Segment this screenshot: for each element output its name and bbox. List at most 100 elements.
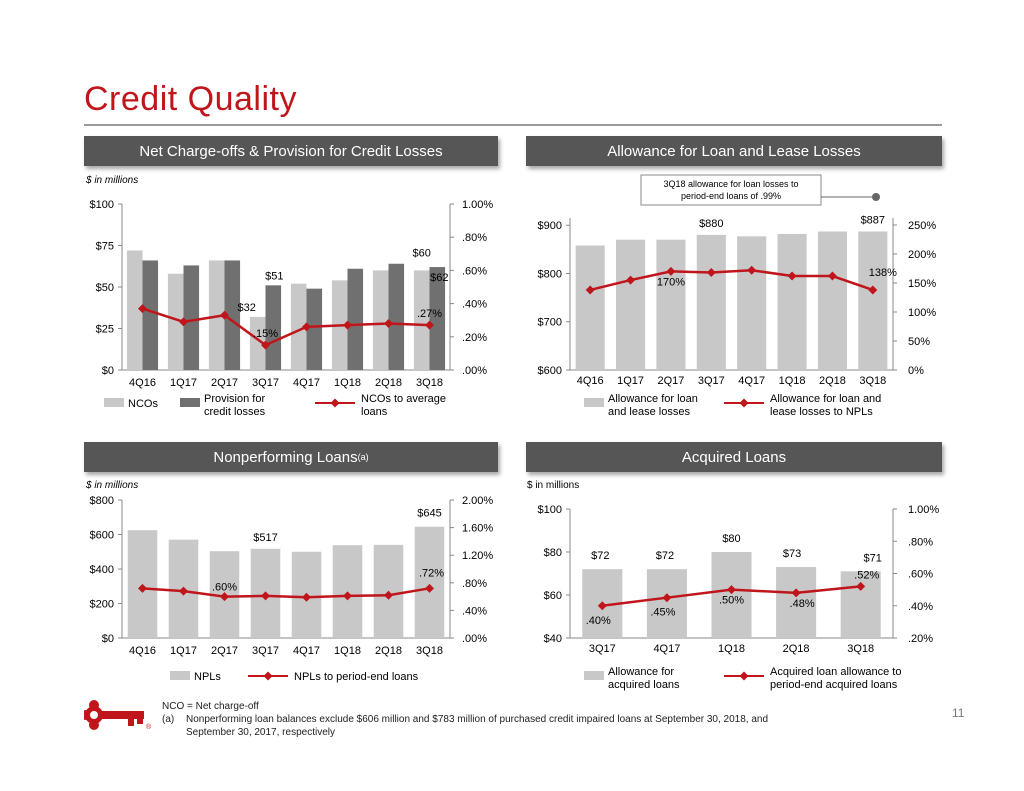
line-marker <box>261 591 270 601</box>
left-axis-tick-label: $100 <box>90 199 114 211</box>
panel-header-allowance-label: Allowance for Loan and Lease Losses <box>607 142 861 160</box>
bar-ncos <box>290 283 307 370</box>
category-label: 1Q17 <box>170 377 197 389</box>
legend-label: NCOs <box>128 398 158 410</box>
category-label: 1Q18 <box>334 377 361 389</box>
line-marker <box>856 581 866 591</box>
data-label: $32 <box>238 302 256 314</box>
data-label: .52% <box>854 569 879 581</box>
acquired-chart: $40 $60 $80 $100 .20% .40% .60% .80% 1.00% 3Q17 4Q… <box>538 504 940 691</box>
left-axis-tick-label: $600 <box>90 530 114 542</box>
data-label: .15% <box>253 328 278 340</box>
line-marker <box>706 268 716 278</box>
line-marker <box>220 310 229 320</box>
line-marker <box>384 319 393 329</box>
allowance-chart: $600 $700 $800 $900 0% 50% 100% 150% 200% 250% 4Q1… <box>538 215 937 418</box>
nco-unit-label: $ in millions <box>85 175 138 186</box>
bar-allowance-for-loan-and-lease-losses <box>817 231 847 370</box>
left-axis-tick-label: $75 <box>96 241 114 253</box>
right-axis-tick-label: 250% <box>908 220 936 232</box>
category-label: 1Q18 <box>334 645 361 657</box>
left-axis-tick-label: $900 <box>538 220 562 232</box>
category-label: 4Q17 <box>738 375 765 387</box>
right-axis-tick-label: .60% <box>908 569 933 581</box>
panel-header-allowance: Allowance for Loan and Lease Losses <box>526 136 942 166</box>
footnote-a-line-2: September 30, 2017, respectively <box>186 727 335 738</box>
left-axis-tick-label: $50 <box>96 282 114 294</box>
right-axis-tick-label: 100% <box>908 307 936 319</box>
line-marker <box>138 304 147 314</box>
bar-provision-for-credit-losses <box>347 268 364 370</box>
bar-allowance-for-loan-and-lease-losses <box>696 234 726 370</box>
line-marker <box>302 322 311 332</box>
panel-header-nco-label: Net Charge-offs & Provision for Credit L… <box>139 142 443 160</box>
category-label: 2Q18 <box>819 375 846 387</box>
category-label: 3Q18 <box>859 375 886 387</box>
left-axis-tick-label: $800 <box>538 268 562 280</box>
data-label: .72% <box>419 567 444 579</box>
bar-allowance-for-loan-and-lease-losses <box>656 239 686 370</box>
data-label: 138% <box>869 267 897 279</box>
data-label: .60% <box>212 582 237 594</box>
right-axis-tick-label: 1.00% <box>462 199 493 211</box>
legend-label: loans <box>361 406 388 418</box>
right-axis-tick-label: 0% <box>908 365 924 377</box>
category-label: 3Q17 <box>698 375 725 387</box>
line-marker <box>666 266 676 276</box>
line-marker <box>220 592 229 602</box>
data-label: $887 <box>861 215 885 227</box>
bar-allowance-for-loan-and-lease-losses <box>575 245 605 370</box>
right-axis-tick-label: .40% <box>462 299 487 311</box>
legend-label: Provision for <box>204 393 265 405</box>
right-axis-tick-label: 150% <box>908 278 936 290</box>
data-label: .40% <box>586 615 611 627</box>
category-label: 2Q18 <box>375 645 402 657</box>
category-label: 3Q17 <box>252 377 279 389</box>
legend-label: Allowance for <box>608 666 674 678</box>
category-label: 1Q18 <box>779 375 806 387</box>
bar-provision-for-credit-losses <box>224 260 241 370</box>
bar-allowance-for-loan-and-lease-losses <box>616 239 646 370</box>
bar-npls <box>414 526 445 638</box>
category-label: 2Q17 <box>657 375 684 387</box>
bar-provision-for-credit-losses <box>388 263 405 370</box>
right-axis-tick-label: .80% <box>908 536 933 548</box>
callout-line-2: period-end loans of .99% <box>681 191 781 201</box>
right-axis-tick-label: .80% <box>462 232 487 244</box>
category-label: 4Q16 <box>129 377 156 389</box>
npl-unit-label: $ in millions <box>85 480 138 491</box>
category-label: 2Q17 <box>211 377 238 389</box>
left-axis-tick-label: $100 <box>538 504 562 516</box>
line-series <box>142 307 430 347</box>
bar-ncos <box>372 270 389 370</box>
line-marker <box>597 601 607 611</box>
legend-marker <box>263 671 273 681</box>
legend-label: and lease losses <box>608 406 690 418</box>
category-label: 3Q17 <box>252 645 279 657</box>
category-label: 4Q17 <box>653 643 680 655</box>
left-axis-tick-label: $400 <box>90 564 114 576</box>
bar-allowance-for-acquired-loans <box>646 569 687 638</box>
right-axis-tick-label: .00% <box>462 365 487 377</box>
left-axis-tick-label: $25 <box>96 324 114 336</box>
bar-ncos <box>167 273 184 370</box>
category-label: 2Q17 <box>211 645 238 657</box>
data-label: $517 <box>253 532 277 544</box>
bar-provision-for-credit-losses <box>429 267 446 370</box>
data-label: $73 <box>783 548 801 560</box>
npl-chart: $0 $200 $400 $600 $800 .00% .40% .80% 1.20% 1.60%… <box>90 495 494 683</box>
data-label: $51 <box>265 270 283 282</box>
line-marker <box>791 588 801 598</box>
legend-label: Acquired loan allowance to <box>770 666 901 678</box>
line-marker <box>626 275 636 285</box>
right-axis-tick-label: .40% <box>462 605 487 617</box>
bar-allowance-for-acquired-loans <box>711 552 752 638</box>
line-marker <box>179 586 188 596</box>
data-label: .27% <box>417 308 442 320</box>
callout-dot <box>872 193 880 201</box>
data-label: .45% <box>650 607 675 619</box>
left-axis-tick-label: $0 <box>102 365 114 377</box>
legend-label: NPLs to period-end loans <box>294 671 419 683</box>
right-axis-tick-label: .60% <box>462 265 487 277</box>
legend-label: Allowance for loan <box>608 393 698 405</box>
